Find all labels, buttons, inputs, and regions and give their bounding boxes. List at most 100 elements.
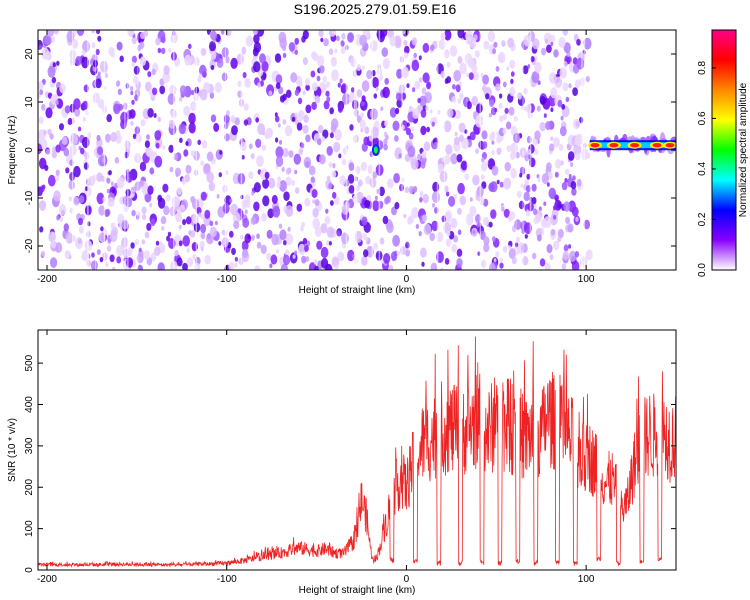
heatmap-cell xyxy=(489,262,496,270)
heatmap-cell xyxy=(139,179,145,187)
heatmap-cell xyxy=(466,101,472,110)
heatmap-cell xyxy=(294,37,300,45)
heatmap-cell xyxy=(46,30,55,37)
heatmap-cell xyxy=(360,161,367,172)
heatmap-cell xyxy=(261,212,267,222)
heatmap-cell xyxy=(59,123,64,131)
heatmap-cell xyxy=(544,262,551,270)
heatmap-cell xyxy=(387,178,394,189)
heatmap-cell xyxy=(360,112,364,119)
heatmap-cell xyxy=(288,150,294,158)
heatmap-cell xyxy=(389,107,397,118)
heatmap-tone-blob-core xyxy=(652,143,662,148)
heatmap-cell xyxy=(492,48,496,55)
heatmap-cell xyxy=(325,81,331,88)
heatmap-cell xyxy=(429,109,433,114)
heatmap-cell xyxy=(241,155,245,160)
heatmap-cell xyxy=(116,244,124,257)
heatmap-cell xyxy=(312,52,319,62)
heatmap-cell xyxy=(282,93,287,101)
heatmap-cell xyxy=(81,254,85,260)
heatmap-cell xyxy=(214,220,218,226)
colorbar-tick-label: 0.8 xyxy=(697,61,708,75)
heatmap-cell xyxy=(288,42,296,52)
heatmap-cell xyxy=(242,217,250,228)
heatmap-cell xyxy=(98,99,105,109)
heatmap-cell xyxy=(198,212,202,218)
heatmap-cell xyxy=(491,236,496,242)
heatmap-cell xyxy=(150,252,157,262)
heatmap-cell xyxy=(421,87,427,95)
heatmap-cell xyxy=(259,53,266,64)
heatmap-cell xyxy=(287,226,291,232)
heatmap-cell xyxy=(324,216,331,225)
heatmap-cell xyxy=(531,183,537,192)
heatmap-cell xyxy=(78,226,84,234)
heatmap-cell xyxy=(526,173,531,180)
heatmap-cell xyxy=(280,263,289,270)
heatmap-gap xyxy=(355,30,357,270)
heatmap-cell xyxy=(406,83,410,88)
heatmap-cell xyxy=(281,167,285,172)
heatmap-cell xyxy=(390,251,398,261)
heatmap-cell xyxy=(423,223,432,236)
heatmap-cell xyxy=(275,74,283,84)
x-tick-label: -100 xyxy=(217,274,237,285)
heatmap-cell xyxy=(524,154,530,162)
heatmap-cell xyxy=(536,105,541,112)
heatmap-gap xyxy=(103,30,106,270)
heatmap-cell xyxy=(267,208,275,219)
heatmap-cell xyxy=(298,243,306,255)
heatmap-cell xyxy=(421,151,427,159)
heatmap-cell xyxy=(95,30,101,35)
heatmap-cell xyxy=(393,173,400,184)
heatmap-cell xyxy=(53,190,61,202)
heatmap-cell xyxy=(234,117,240,126)
heatmap-cell xyxy=(96,172,103,182)
heatmap-cell xyxy=(359,34,367,47)
heatmap-cell xyxy=(155,142,160,149)
heatmap-cell xyxy=(439,170,448,183)
heatmap-cell xyxy=(373,93,378,99)
heatmap-cell xyxy=(305,256,310,262)
heatmap-cell xyxy=(522,65,529,75)
heatmap-cell xyxy=(568,225,573,233)
heatmap-cell xyxy=(562,250,569,261)
heatmap-cell xyxy=(496,135,502,144)
heatmap-cell xyxy=(534,149,539,155)
snr-x-ticks: -200 -100 0 100 xyxy=(37,330,595,585)
heatmap-cell xyxy=(419,190,424,198)
heatmap-cell xyxy=(356,64,362,71)
heatmap-cell xyxy=(437,163,444,174)
heatmap-cell xyxy=(326,226,335,238)
heatmap-cell xyxy=(303,114,309,123)
heatmap-cell xyxy=(326,146,333,156)
heatmap-cell xyxy=(509,59,516,69)
heatmap-cell xyxy=(323,38,329,47)
heatmap-cell xyxy=(419,197,423,203)
heatmap-cell xyxy=(326,175,331,181)
heatmap-cell xyxy=(157,262,165,270)
heatmap-cell xyxy=(81,50,86,56)
heatmap-cell xyxy=(225,170,229,176)
x-tick-label: -200 xyxy=(37,274,57,285)
heatmap-cell xyxy=(418,77,423,83)
heatmap-cell xyxy=(279,180,287,192)
heatmap-cell xyxy=(302,30,309,40)
snr-frame xyxy=(37,329,677,571)
heatmap-cell xyxy=(105,262,109,268)
heatmap-cell xyxy=(228,261,235,270)
heatmap-cell xyxy=(417,97,421,104)
heatmap-cell xyxy=(331,170,337,178)
heatmap-cell xyxy=(91,252,95,258)
heatmap-cell xyxy=(174,249,179,257)
heatmap-cell xyxy=(425,105,429,112)
heatmap-cell xyxy=(266,252,272,261)
heatmap-tone-blob-core xyxy=(630,143,640,148)
colorbar-tick-label: 0.0 xyxy=(697,263,708,277)
heatmap-cell xyxy=(333,141,341,153)
heatmap-cell xyxy=(283,191,290,201)
heatmap-cell xyxy=(507,37,515,49)
heatmap-cell xyxy=(557,99,563,108)
